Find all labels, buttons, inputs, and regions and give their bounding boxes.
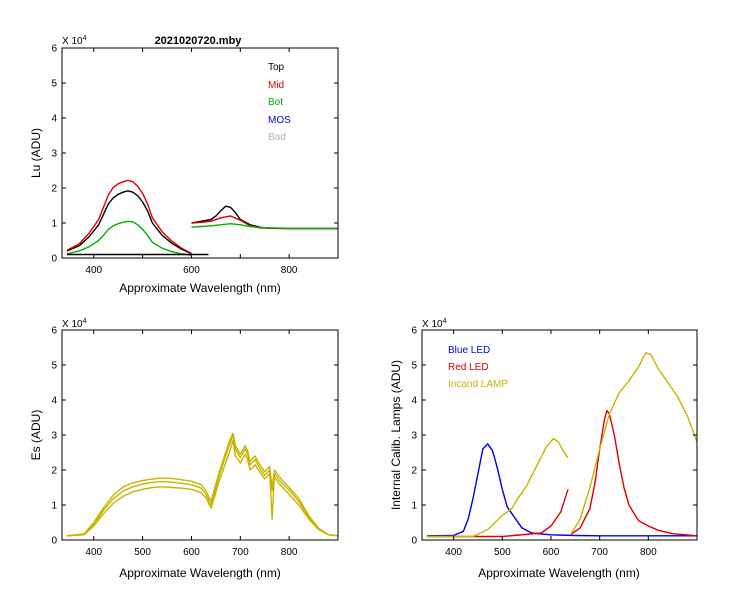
- es-y-tick-label: 6: [51, 326, 57, 337]
- es-scale-label: X 104: [62, 318, 87, 330]
- es-x-tick-label: 400: [85, 547, 102, 558]
- es-series-line-0: [66, 486, 212, 537]
- es-y-tick-label: 1: [51, 501, 57, 512]
- lamps-series-line-1: [426, 489, 569, 538]
- lamps-legend-blue-led: Blue LED: [448, 345, 490, 356]
- lamps-y-tick-label: 5: [411, 361, 417, 372]
- es-x-tick-label: 800: [281, 547, 298, 558]
- es-y-tick-label: 4: [51, 396, 57, 407]
- es-y-tick-label: 3: [51, 431, 57, 442]
- lamps-series-line-3: [426, 437, 569, 538]
- es-series-line-5: [210, 432, 338, 537]
- lamps-y-axis-label: Internal Calib. Lamps (ADU): [389, 360, 403, 510]
- lu-legend-top: Top: [268, 62, 285, 73]
- lu-x-tick-label: 600: [183, 265, 200, 276]
- es-x-tick-label: 700: [232, 547, 249, 558]
- lu-y-tick-label: 5: [51, 79, 57, 90]
- lamps-y-tick-label: 2: [411, 466, 417, 477]
- lamps-x-tick-label: 500: [494, 547, 511, 558]
- lu-series-line-0: [66, 190, 192, 255]
- lu-y-tick-label: 2: [51, 184, 57, 195]
- lamps-legend: Blue LED Red LED Incand LAMP: [448, 345, 508, 390]
- lamps-x-tick-label: 600: [543, 547, 560, 558]
- lu-legend-bot: Bot: [268, 97, 283, 108]
- es-x-tick-label: 500: [134, 547, 151, 558]
- lu-y-tick-label: 4: [51, 114, 57, 125]
- lu-x-axis-label: Approximate Wavelength (nm): [119, 281, 281, 295]
- lamps-plot-area: [426, 352, 697, 538]
- lu-chart: 2021020720.mby X 104 400 600 800 0 1 2 3 4 5 6 T…: [29, 35, 339, 295]
- lamps-y-tick-label: 0: [411, 536, 417, 547]
- es-x-axis-label: Approximate Wavelength (nm): [119, 566, 281, 580]
- lamps-y-ticks: 0 1 2 3 4 5 6: [411, 326, 697, 547]
- lu-x-tick-label: 800: [281, 265, 298, 276]
- lu-plot-area: [66, 179, 338, 256]
- lu-y-tick-label: 6: [51, 44, 57, 55]
- lu-scale-label: X 104: [62, 35, 87, 47]
- lu-legend-bad: Bad: [268, 132, 286, 143]
- es-plot-area: [66, 432, 338, 537]
- lamps-y-tick-label: 3: [411, 431, 417, 442]
- lamps-x-tick-label: 400: [445, 547, 462, 558]
- lu-series-line-4: [66, 220, 192, 256]
- es-x-ticks: 400 500 600 700 800: [85, 330, 298, 558]
- es-y-tick-label: 5: [51, 361, 57, 372]
- lu-chart-title: 2021020720.mby: [155, 35, 243, 47]
- lu-legend-mos: MOS: [268, 115, 291, 126]
- lu-y-axis-label: Lu (ADU): [29, 128, 43, 178]
- es-chart: X 104 400 500 600 700 800 0 1 2 3 4 5 6 Approximat…: [29, 318, 339, 580]
- lu-legend: Top Mid Bot MOS Bad: [268, 62, 291, 143]
- lu-y-tick-label: 3: [51, 149, 57, 160]
- lamps-scale-label: X 104: [422, 318, 447, 330]
- lu-x-tick-label: 400: [85, 265, 102, 276]
- lamps-legend-red-led: Red LED: [448, 362, 489, 373]
- es-series-group: [66, 432, 338, 537]
- lamps-y-tick-label: 6: [411, 326, 417, 337]
- lamps-y-tick-label: 4: [411, 396, 417, 407]
- lamps-y-tick-label: 1: [411, 501, 417, 512]
- lu-y-tick-label: 1: [51, 219, 57, 230]
- lu-x-ticks: 400 600 800: [85, 48, 298, 276]
- es-x-tick-label: 600: [183, 547, 200, 558]
- es-series-line-1: [66, 480, 212, 537]
- lamps-x-tick-label: 700: [591, 547, 608, 558]
- lu-y-tick-label: 0: [51, 254, 57, 265]
- es-series-line-4: [210, 434, 338, 537]
- lamps-chart: X 104 400 500 600 700 800 0 1 2 3 4 5 6 Blue LED R…: [389, 318, 698, 580]
- lu-series-line-5: [191, 223, 338, 229]
- lamps-series-line-4: [569, 352, 697, 536]
- lamps-x-tick-label: 800: [640, 547, 657, 558]
- lu-legend-mid: Mid: [268, 80, 284, 91]
- lamps-legend-incand-lamp: Incand LAMP: [448, 379, 508, 390]
- lamps-x-axis-label: Approximate Wavelength (nm): [478, 566, 640, 580]
- lu-series-line-2: [66, 179, 192, 255]
- lamps-series-line-0: [426, 443, 697, 537]
- lamps-series-group: [426, 352, 697, 538]
- es-y-axis-label: Es (ADU): [29, 410, 43, 461]
- es-series-line-2: [66, 477, 212, 537]
- lamps-series-line-2: [570, 409, 697, 537]
- es-y-ticks: 0 1 2 3 4 5 6: [51, 326, 338, 547]
- lu-y-ticks: 0 1 2 3 4 5 6: [51, 44, 338, 265]
- es-series-line-3: [210, 439, 338, 537]
- lu-series-group: [66, 179, 338, 256]
- es-y-tick-label: 0: [51, 536, 57, 547]
- es-y-tick-label: 2: [51, 466, 57, 477]
- lamps-x-ticks: 400 500 600 700 800: [445, 330, 657, 558]
